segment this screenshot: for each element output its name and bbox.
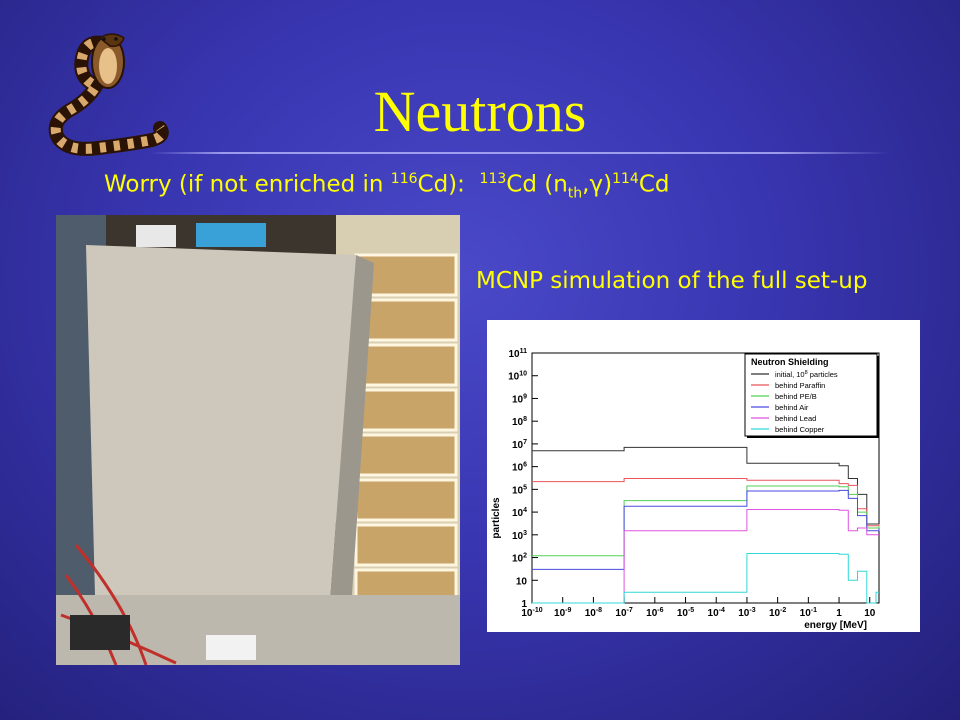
x-tick-label: 10-4 xyxy=(708,607,725,619)
shielding-photo-icon xyxy=(56,215,460,665)
worry-iso1-el: Cd): xyxy=(417,171,480,198)
y-tick-label: 109 xyxy=(512,393,527,405)
legend-entry-label: behind Air xyxy=(775,403,809,412)
y-tick-label: 1010 xyxy=(508,371,527,383)
legend-entry-label: behind PE/B xyxy=(775,392,817,401)
y-axis-label: particles xyxy=(491,497,502,539)
x-tick-label: 10-9 xyxy=(554,607,571,619)
worry-iso3-el: Cd xyxy=(638,171,670,198)
worry-iso2-mass: 113 xyxy=(479,171,507,187)
legend-entry-label: behind Copper xyxy=(775,425,825,434)
cobra-logo-icon xyxy=(48,33,169,156)
y-tick-label: 103 xyxy=(512,530,527,542)
y-tick-label: 106 xyxy=(512,462,527,474)
worry-iso3-mass: 114 xyxy=(612,171,639,187)
y-tick-label: 108 xyxy=(512,416,527,428)
legend-box xyxy=(744,353,878,437)
worry-prefix: Worry (if not enriched in xyxy=(104,171,391,198)
x-tick-label: 10-3 xyxy=(738,607,755,619)
y-tick-label: 1011 xyxy=(508,348,527,360)
worry-iso1-mass: 116 xyxy=(390,171,418,187)
legend-entry-label: initial, 108 particles xyxy=(775,370,838,379)
series-line-6 xyxy=(532,553,879,604)
x-axis-label: energy [MeV] xyxy=(804,620,867,631)
x-tick-label: 10-5 xyxy=(677,607,694,619)
chart-panel: 10-10 10-9 10-8 10-7 10-6 10-5 10-4 10-3 10-2 10-… xyxy=(487,320,920,632)
legend-entry-label: behind Paraffin xyxy=(775,381,825,390)
x-tick-label: 10 xyxy=(864,608,876,619)
series-line-4 xyxy=(532,489,880,570)
x-tick-label: 10-6 xyxy=(646,607,663,619)
x-tick-label: 10-8 xyxy=(585,607,602,619)
x-tick-label: 10-10 xyxy=(521,607,542,619)
slide-title: Neutrons xyxy=(373,79,587,144)
y-tick-label: 102 xyxy=(512,553,527,565)
legend-title: Neutron Shielding xyxy=(751,357,829,367)
worry-subscript: th xyxy=(567,185,583,202)
mcnp-caption: MCNP simulation of the full set-up xyxy=(476,268,868,294)
y-tick-label: 105 xyxy=(512,484,527,496)
y-tick-label: 10 xyxy=(516,576,528,587)
title-divider xyxy=(150,152,890,154)
x-tick-label: 1 xyxy=(836,608,842,619)
series-line-1 xyxy=(532,446,879,525)
x-tick-label: 10-2 xyxy=(769,607,786,619)
y-tick-label: 107 xyxy=(512,439,527,451)
neutron-shielding-chart: 10-10 10-9 10-8 10-7 10-6 10-5 10-4 10-3 10-2 10-… xyxy=(491,348,880,631)
series-line-5 xyxy=(532,509,879,604)
worry-gamma: ,γ) xyxy=(582,171,613,198)
y-tick-label: 104 xyxy=(512,507,527,519)
legend-entry-label: behind Lead xyxy=(775,414,816,423)
worry-iso2-rest: Cd (n xyxy=(506,171,568,198)
worry-text: Worry (if not enriched in 116Cd): 113Cd … xyxy=(104,171,669,201)
x-tick-label: 10-1 xyxy=(800,607,817,619)
x-tick-label: 10-7 xyxy=(615,607,632,619)
y-tick-label: 1 xyxy=(521,599,527,610)
